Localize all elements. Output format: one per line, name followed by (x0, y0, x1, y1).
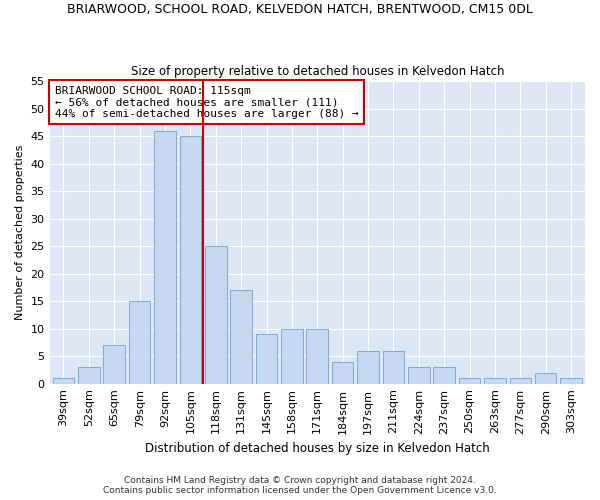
Text: BRIARWOOD, SCHOOL ROAD, KELVEDON HATCH, BRENTWOOD, CM15 0DL: BRIARWOOD, SCHOOL ROAD, KELVEDON HATCH, … (67, 2, 533, 16)
Bar (179, 136, 201, 384)
Bar (154, 130, 176, 384)
Bar (459, 378, 481, 384)
Bar (332, 362, 353, 384)
Bar (230, 290, 252, 384)
Bar (535, 372, 556, 384)
Bar (205, 246, 227, 384)
Bar (433, 367, 455, 384)
Title: Size of property relative to detached houses in Kelvedon Hatch: Size of property relative to detached ho… (131, 66, 504, 78)
Bar (357, 350, 379, 384)
Bar (383, 350, 404, 384)
Bar (256, 334, 277, 384)
Bar (78, 367, 100, 384)
Bar (53, 378, 74, 384)
Y-axis label: Number of detached properties: Number of detached properties (15, 144, 25, 320)
Bar (307, 328, 328, 384)
Bar (281, 328, 302, 384)
Text: Contains HM Land Registry data © Crown copyright and database right 2024.
Contai: Contains HM Land Registry data © Crown c… (103, 476, 497, 495)
Bar (408, 367, 430, 384)
Bar (129, 301, 151, 384)
Bar (509, 378, 531, 384)
Text: BRIARWOOD SCHOOL ROAD: 115sqm
← 56% of detached houses are smaller (111)
44% of : BRIARWOOD SCHOOL ROAD: 115sqm ← 56% of d… (55, 86, 359, 119)
Bar (484, 378, 506, 384)
X-axis label: Distribution of detached houses by size in Kelvedon Hatch: Distribution of detached houses by size … (145, 442, 490, 455)
Bar (560, 378, 582, 384)
Bar (103, 345, 125, 384)
